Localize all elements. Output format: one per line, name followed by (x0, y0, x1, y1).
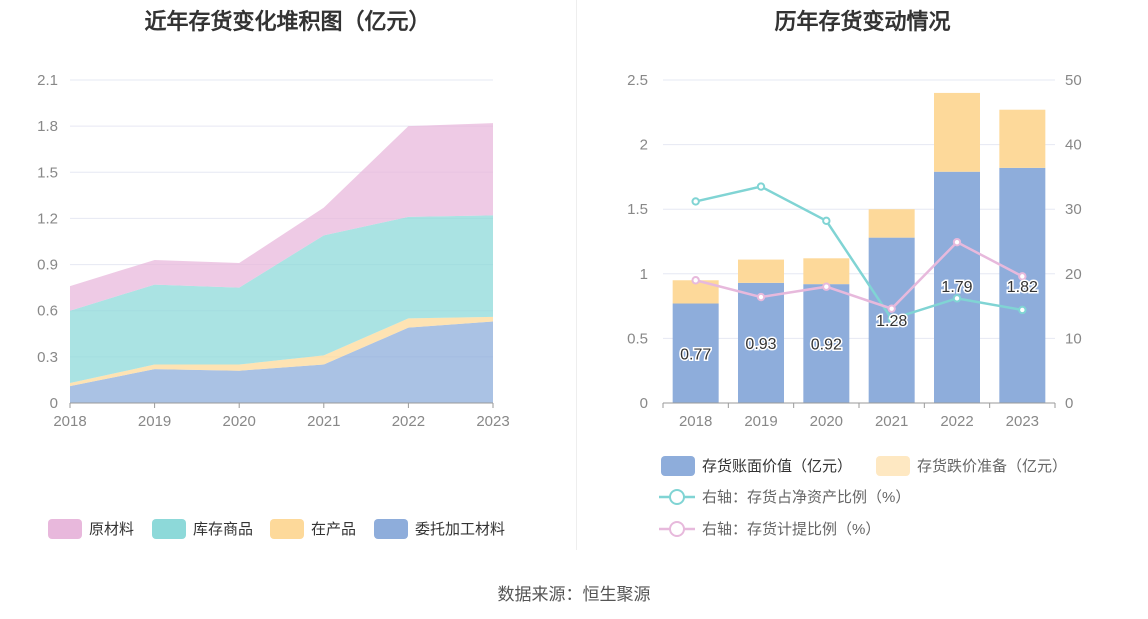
bar-segment-1 (738, 282, 784, 403)
area-series-2 (70, 316, 493, 387)
bar-segment-2 (738, 259, 784, 283)
y-right-tick-label: 20 (1065, 266, 1082, 283)
legend-swatch-3 (152, 519, 186, 539)
line-series-1 (695, 185, 1023, 321)
panel-divider (576, 0, 577, 550)
y-tick-label: 2.1 (37, 72, 58, 89)
line-point-2 (691, 276, 700, 285)
y-right-tick-label: 40 (1065, 137, 1082, 154)
y-tick-label: 0.9 (37, 257, 58, 274)
line-point-2 (1018, 272, 1027, 281)
line-point-2 (952, 237, 962, 247)
x-tick-label: 2021 (875, 413, 908, 430)
y-tick-label: 0.3 (37, 349, 58, 366)
bar-segment-1 (803, 284, 850, 403)
x-tick-label: 2018 (53, 413, 86, 430)
bar-value-label: 0.93 (745, 336, 776, 353)
x-tick-label: 2022 (392, 413, 425, 430)
legend-label-line-1: 右轴：存货占净资产比例（%） (702, 489, 910, 506)
line-point-1 (952, 294, 962, 303)
legend-label-3: 库存商品 (193, 521, 253, 538)
line-point-1 (1018, 305, 1027, 315)
line-point-1 (691, 197, 700, 206)
legend-label-4: 原材料 (89, 521, 134, 538)
legend-label-book-value: 存货账面价值（亿元） (702, 458, 852, 475)
bar-segment-2 (934, 92, 980, 172)
y-left-tick-label: 2.5 (627, 72, 648, 89)
inventory-combo-chart: 0 0.5 1 1.5 2 2.5 0 10 20 30 40 50 0.77 0.93 0.92 1.28 1… (627, 72, 1082, 538)
bar-segment-1 (934, 171, 980, 403)
y-tick-label: 1.2 (37, 210, 58, 227)
y-tick-label: 0.6 (37, 303, 58, 320)
line-point-2 (822, 282, 831, 291)
bar-value-label: 1.82 (1007, 279, 1038, 296)
x-tick-label: 2019 (744, 413, 777, 430)
bar-segment-2 (868, 209, 915, 238)
bar-value-label: 0.77 (680, 346, 711, 363)
y-left-tick-label: 1.5 (627, 201, 648, 218)
y-right-tick-label: 10 (1065, 330, 1082, 347)
y-right-tick-label: 0 (1065, 395, 1073, 412)
line-point-1 (822, 216, 831, 226)
line-point-2 (756, 292, 766, 302)
bar-segment-1 (672, 303, 719, 403)
y-left-tick-label: 2 (640, 137, 648, 154)
y-left-tick-label: 0.5 (627, 330, 648, 347)
bar-segment-2 (672, 280, 719, 304)
legend-label-2: 在产品 (311, 521, 356, 538)
area-series-3 (70, 215, 493, 384)
legend-swatch-4 (48, 519, 82, 539)
legend-swatch-provision (876, 456, 910, 476)
bar-value-label: 1.79 (941, 279, 972, 296)
stacked-area-chart-panel: 近年存货变化堆积图（亿元） 0 0.3 0.6 0.9 1.2 1.5 1.8 2.1 2018… (0, 0, 575, 560)
x-tick-label: 2018 (679, 413, 712, 430)
legend-swatch-2 (270, 519, 304, 539)
area-series-4 (70, 123, 493, 311)
y-tick-label: 0 (50, 395, 58, 412)
right-chart-title: 历年存货变动情况 (774, 9, 951, 34)
x-tick-label: 2022 (940, 413, 973, 430)
x-tick-label: 2019 (138, 413, 171, 430)
y-left-tick-label: 0 (640, 395, 648, 412)
line-point-1 (887, 314, 896, 324)
bar-segment-2 (999, 109, 1046, 168)
x-tick-label: 2021 (307, 413, 340, 430)
stacked-area-chart: 0 0.3 0.6 0.9 1.2 1.5 1.8 2.1 2018 2019 2020 2021 20… (37, 72, 510, 539)
x-tick-label: 2023 (476, 413, 509, 430)
x-tick-label: 2020 (810, 413, 843, 430)
legend-swatch-1 (374, 519, 408, 539)
y-right-tick-label: 30 (1065, 201, 1082, 218)
y-left-tick-label: 1 (640, 266, 648, 283)
legend-swatch-book-value (661, 456, 695, 476)
y-right-tick-label: 50 (1065, 72, 1082, 89)
legend-label-provision: 存货跌价准备（亿元） (917, 458, 1067, 475)
y-tick-label: 1.5 (37, 164, 58, 181)
legend-label-1: 委托加工材料 (415, 521, 505, 538)
line-series-2 (695, 240, 1023, 311)
legend-label-line-2: 右轴：存货计提比例（%） (702, 521, 880, 538)
line-point-1 (756, 182, 766, 191)
left-chart-title: 近年存货变化堆积图（亿元） (144, 9, 431, 34)
area-series-1 (70, 321, 493, 403)
y-tick-label: 1.8 (37, 118, 58, 135)
legend-marker-1 (669, 489, 685, 505)
line-point-2 (887, 304, 896, 313)
x-tick-label: 2023 (1006, 413, 1039, 430)
x-tick-label: 2020 (223, 413, 256, 430)
bar-value-label: 0.92 (811, 337, 842, 354)
inventory-bar-chart-panel: 历年存货变动情况 0 0.5 1 1.5 2 2.5 0 10 20 30 40 50 0.77 0.93… (577, 0, 1148, 560)
data-source-note: 数据来源：恒生聚源 (497, 585, 651, 604)
bar-segment-1 (999, 167, 1046, 403)
bar-value-label: 1.28 (876, 313, 907, 330)
bar-segment-2 (803, 258, 850, 285)
legend-marker-2 (669, 521, 685, 537)
